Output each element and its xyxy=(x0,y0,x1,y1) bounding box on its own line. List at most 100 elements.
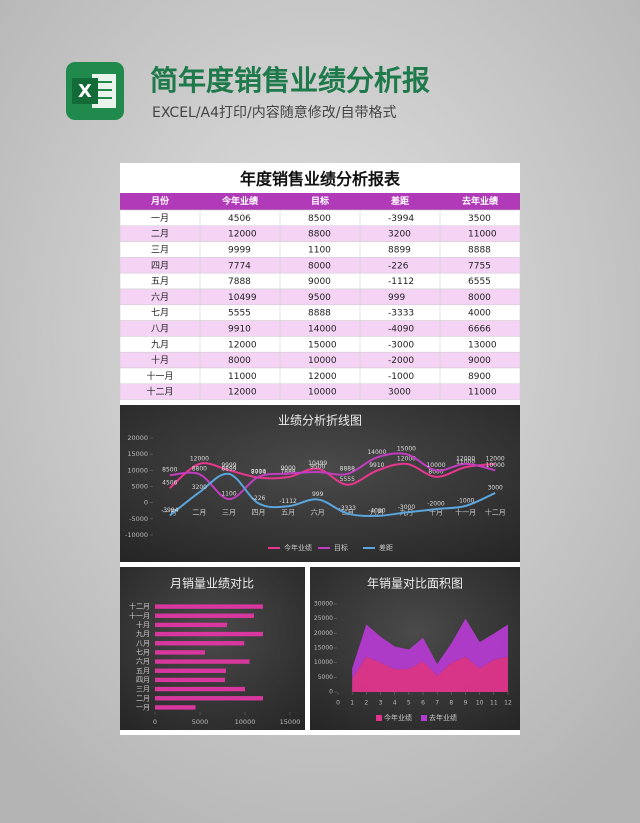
data-label: 4506 xyxy=(162,480,177,487)
table-cell: 8000 xyxy=(468,293,491,303)
bar xyxy=(155,641,245,646)
data-label: 8500 xyxy=(162,467,177,474)
x-tick-label: 四月 xyxy=(252,509,266,517)
table-cell: 7888 xyxy=(228,277,251,287)
x-tick-label: 七月 xyxy=(340,508,354,517)
data-label: 10499 xyxy=(308,460,327,467)
data-label: -226 xyxy=(252,495,266,502)
x-tick-label: 十月 xyxy=(429,508,443,517)
bar xyxy=(155,622,227,628)
data-label: 9910 xyxy=(369,462,384,469)
table-cell: 11000 xyxy=(228,372,257,382)
table-cell: 8888 xyxy=(308,309,331,319)
table-cell: -4090 xyxy=(388,325,414,335)
bar xyxy=(155,631,263,637)
bar xyxy=(155,659,250,664)
table-cell: 十二月 xyxy=(146,386,173,398)
data-label: 1100 xyxy=(221,491,236,498)
table-cell: 十一月 xyxy=(146,370,173,382)
x-tick-label: 三月 xyxy=(222,509,236,517)
table-cell: 9910 xyxy=(228,325,251,335)
x-tick-label: 2 xyxy=(364,700,368,707)
table-cell: 15000 xyxy=(308,340,337,350)
data-label: 7774 xyxy=(251,469,266,476)
table-cell: 十月 xyxy=(151,354,169,366)
y-tick-label: 10000 xyxy=(127,466,148,474)
chart-title: 月销量业绩对比 xyxy=(170,577,254,591)
table-cell: 999 xyxy=(388,293,405,303)
bar xyxy=(155,696,263,701)
table-cell: 1100 xyxy=(308,246,331,256)
x-tick-label: 10000 xyxy=(235,718,256,726)
table-title: 年度销售业绩分析报表 xyxy=(240,170,401,189)
table-cell: 8500 xyxy=(308,214,331,224)
table-cell: 3200 xyxy=(388,230,411,240)
data-label: 11000 xyxy=(456,459,475,466)
table-cell: 8900 xyxy=(468,372,491,382)
chart-title: 年销量对比面积图 xyxy=(367,577,463,591)
x-tick-label: 1 xyxy=(350,700,354,707)
table-cell: 九月 xyxy=(151,339,169,350)
column-header: 差距 xyxy=(391,195,409,207)
y-tick-label: 25000 xyxy=(314,615,333,622)
data-label: -4090 xyxy=(368,507,386,514)
legend-swatch xyxy=(376,715,382,721)
y-tick-label: -10000 xyxy=(125,531,148,539)
chart-title: 业绩分析折线图 xyxy=(278,413,362,428)
table-cell: 12000 xyxy=(228,340,257,350)
table-cell: 12000 xyxy=(228,388,257,398)
table-cell: 8888 xyxy=(468,246,491,256)
column-header: 目标 xyxy=(311,195,329,207)
data-label: 8800 xyxy=(192,466,207,473)
data-label: 999 xyxy=(312,491,324,498)
data-label: -3333 xyxy=(339,505,357,512)
x-tick-label: 9 xyxy=(464,700,468,707)
legend-label: 差距 xyxy=(379,543,393,552)
data-label: 9000 xyxy=(280,465,295,472)
table-cell: 8800 xyxy=(308,230,331,240)
data-label: 12000 xyxy=(486,455,505,462)
y-tick-label: 六月 xyxy=(136,657,150,666)
table-cell: 12000 xyxy=(308,372,337,382)
table-row xyxy=(119,383,521,400)
line-series xyxy=(169,472,496,517)
y-tick-label: 20000 xyxy=(314,630,333,637)
table-cell: 八月 xyxy=(151,324,169,335)
table-cell: 三月 xyxy=(151,245,169,256)
table-cell: -2000 xyxy=(388,356,414,366)
table-cell: -1000 xyxy=(388,372,414,382)
data-label: 3200 xyxy=(192,484,207,491)
bar xyxy=(155,705,196,710)
data-label: 10000 xyxy=(486,462,505,469)
y-tick-label: 0 xyxy=(329,689,333,696)
table-cell: 8899 xyxy=(388,246,411,256)
data-label: 8000 xyxy=(251,468,266,475)
x-tick-label: 一月 xyxy=(163,509,177,517)
data-label: 12000 xyxy=(397,455,416,462)
y-tick-label: 九月 xyxy=(136,629,150,638)
data-label: 7888 xyxy=(280,469,295,476)
table-cell: 8000 xyxy=(308,261,331,271)
table-cell: 11000 xyxy=(468,230,497,240)
table-cell: 6666 xyxy=(468,325,491,335)
data-label: 9500 xyxy=(310,463,325,470)
data-label: -1000 xyxy=(457,497,475,504)
legend-label: 去年业绩 xyxy=(429,713,457,722)
column-header: 今年业绩 xyxy=(221,195,258,207)
data-label: 8899 xyxy=(221,465,236,472)
x-tick-label: 5000 xyxy=(192,718,209,726)
table-cell: 9999 xyxy=(228,246,251,256)
y-tick-label: 二月 xyxy=(136,694,150,702)
table-cell: 11000 xyxy=(468,388,497,398)
y-tick-label: 十一月 xyxy=(129,611,150,620)
data-label: 9999 xyxy=(221,462,236,469)
table-cell: 3500 xyxy=(468,214,491,224)
table-cell: 四月 xyxy=(151,260,169,271)
bar xyxy=(155,604,263,609)
y-tick-label: 5000 xyxy=(318,674,333,681)
y-tick-label: 四月 xyxy=(136,676,150,684)
y-tick-label: 10000 xyxy=(314,659,333,666)
x-tick-label: 11 xyxy=(490,700,498,707)
table-cell: 8000 xyxy=(228,356,251,366)
table-cell: 9000 xyxy=(468,356,491,366)
